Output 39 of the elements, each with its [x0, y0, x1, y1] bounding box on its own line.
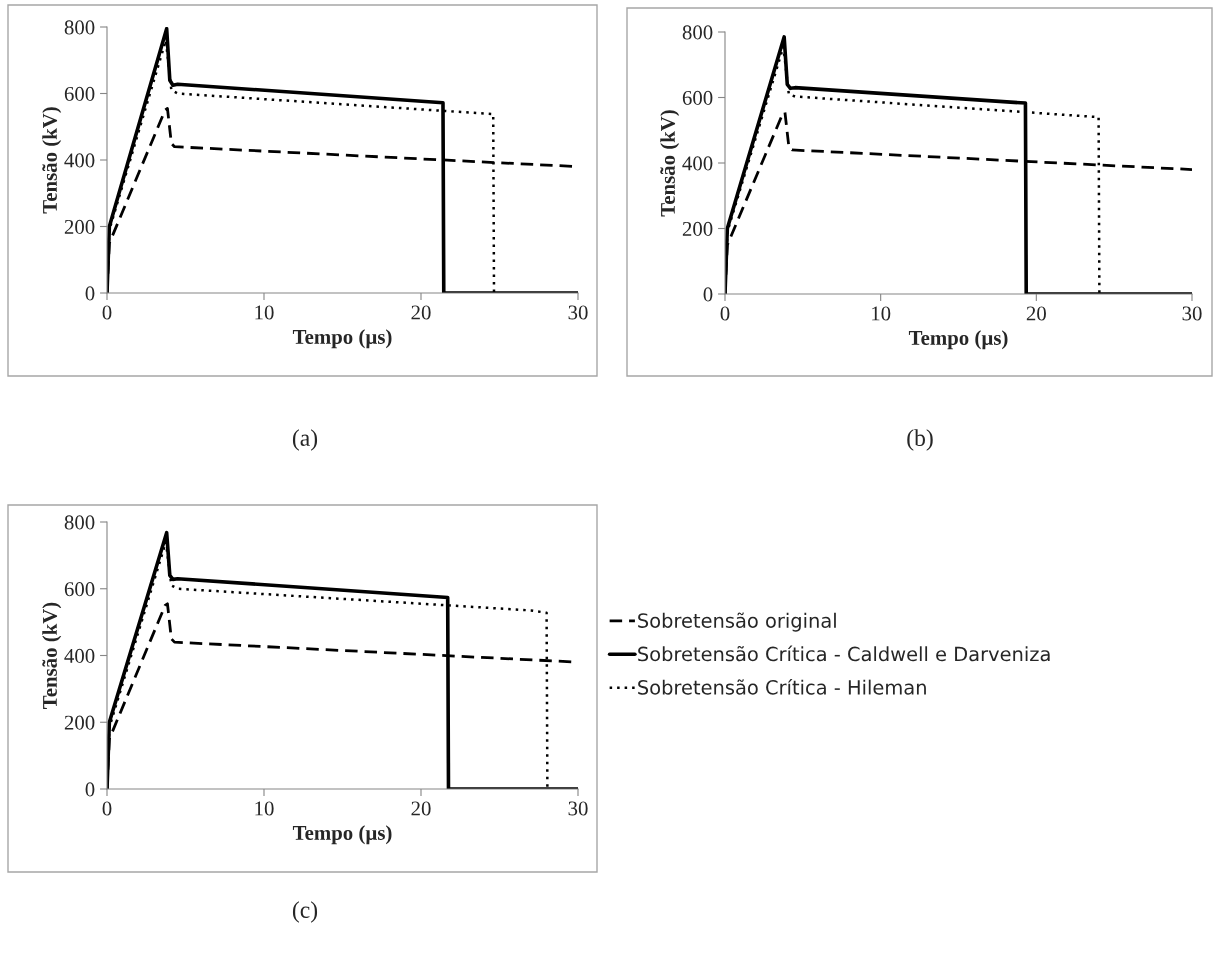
y-tick-label: 600: [682, 90, 713, 105]
y-axis-title: Tensão (kV): [42, 602, 62, 709]
legend-label: Sobretensão original: [638, 612, 836, 632]
y-tick-label: 0: [703, 287, 713, 302]
y-tick-label: 600: [64, 86, 95, 101]
y-tick-label: 0: [85, 782, 95, 797]
y-axis-title: Tensão (kV): [42, 107, 62, 214]
legend-label: Sobretensão Crítica - Caldwell e Darveniza: [638, 645, 1050, 662]
text: (b): [907, 429, 933, 451]
y-tick-label: 800: [64, 515, 95, 530]
legend-label: Sobretensão Crítica - Hileman: [638, 678, 926, 695]
text: (a): [292, 429, 318, 451]
y-axis-title: Tensão (kV): [660, 110, 680, 217]
x-tick-label: 30: [1182, 306, 1202, 321]
x-axis-title: Tempo (µs): [908, 330, 1008, 350]
y-tick-label: 400: [64, 648, 95, 663]
x-tick-label: 20: [411, 801, 431, 816]
x-tick-label: 0: [102, 305, 112, 320]
x-axis-title: Tempo (µs): [292, 825, 392, 845]
x-tick-label: 0: [102, 801, 112, 816]
y-tick-label: 400: [682, 156, 713, 171]
x-tick-label: 0: [720, 306, 730, 321]
x-tick-label: 20: [1026, 306, 1046, 321]
y-tick-label: 200: [682, 221, 713, 236]
y-tick-label: 200: [64, 715, 95, 730]
x-tick-label: 10: [255, 801, 274, 816]
y-tick-label: 200: [64, 219, 95, 234]
text: (c): [292, 901, 318, 923]
x-tick-label: 30: [568, 801, 588, 816]
x-tick-label: 10: [255, 305, 274, 320]
x-axis-title: Tempo (µs): [292, 329, 392, 349]
y-tick-label: 600: [64, 582, 95, 597]
x-tick-label: 30: [568, 305, 588, 320]
y-tick-label: 400: [64, 153, 95, 168]
x-tick-label: 10: [872, 306, 891, 321]
y-tick-label: 0: [85, 286, 95, 301]
y-tick-label: 800: [682, 25, 713, 40]
y-tick-label: 800: [64, 20, 95, 35]
x-tick-label: 20: [411, 305, 431, 320]
